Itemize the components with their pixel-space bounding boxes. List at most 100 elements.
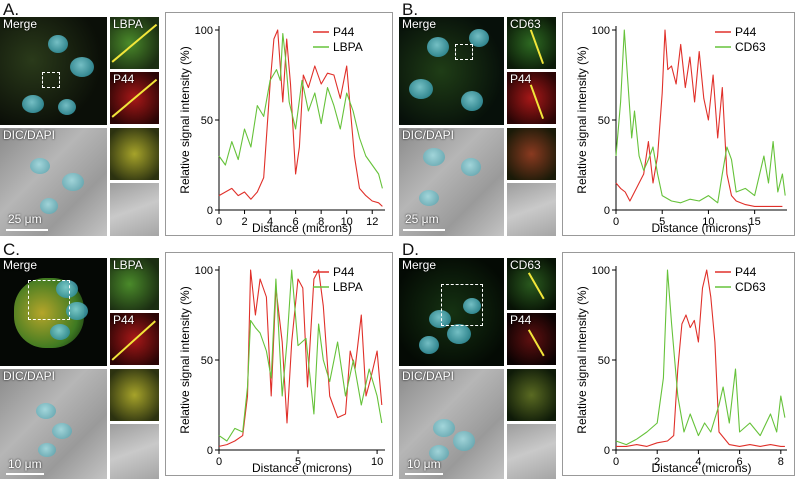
chart-d: 0 50 100 0 2 4 6 8 Distance (microns) Relative si… [562,252,795,476]
y-tick-label: 50 [598,355,610,367]
lbpa-label: LBPA [113,258,143,272]
x-tick-label: 0 [613,456,619,468]
merge-label: Merge [402,258,437,272]
x-tick-label: 0 [216,456,222,468]
y-tick-label: 100 [592,25,610,37]
scale-bar [6,473,44,475]
dic-dapi-image: DIC/DAPI 10 μm [399,369,504,479]
panel-letter: B. [402,0,419,19]
scale-label: 10 μm [8,457,42,471]
y-tick-label: 0 [207,445,213,457]
dic-dapi-image: DIC/DAPI 25 μm [0,128,107,236]
x-tick-label: 2 [654,456,660,468]
x-tick-label: 4 [267,216,273,228]
y-tick-label: 100 [195,25,213,37]
p44-label: P44 [113,313,135,327]
lbpa-label: LBPA [113,17,143,31]
p44-zoom-image: P44 [110,72,159,124]
chart-frame [562,12,795,236]
x-axis-label: Distance (microns) [252,461,352,475]
panel-letter: A. [3,0,20,19]
dic-dapi-image: DIC/DAPI 25 μm [399,128,504,236]
y-axis-label: Relative signal intensity (%) [178,286,192,433]
merge-image: Merge [399,17,504,125]
cd63-label: CD63 [510,258,541,272]
legend-label: LBPA [333,280,363,294]
y-tick-label: 0 [604,445,610,457]
merge-image: Merge [399,258,504,366]
x-tick-label: 5 [659,216,665,228]
y-tick-label: 50 [201,355,213,367]
series-line-p44 [218,29,383,207]
x-tick-label: 2 [241,216,247,228]
merge-zoom-image [507,369,556,421]
series-line-lbpa [218,33,383,189]
dic-zoom-image [507,183,556,236]
dic-dapi-label: DIC/DAPI [3,128,56,142]
scale-label: 25 μm [8,212,42,226]
lbpa-zoom-image: LBPA [110,17,159,69]
x-tick-label: 10 [371,456,383,468]
y-axis-label: Relative signal intensity (%) [575,46,589,193]
x-tick-label: 0 [613,216,619,228]
merge-label: Merge [3,258,38,272]
scale-bar [6,229,48,231]
legend-label: P44 [735,265,757,279]
legend-label: P44 [735,25,757,39]
scale-bar [403,229,445,231]
x-tick-label: 4 [695,456,701,468]
chart-frame [165,252,393,476]
x-tick-label: 0 [216,216,222,228]
series-line-lbpa [218,269,383,442]
series-line-cd63 [615,29,786,204]
x-tick-label: 12 [366,216,378,228]
x-tick-label: 8 [318,216,324,228]
legend-label: P44 [333,25,355,39]
y-tick-label: 50 [201,115,213,127]
y-tick-label: 0 [604,205,610,217]
y-tick-label: 100 [195,265,213,277]
p44-label: P44 [113,72,135,86]
merge-image: Merge [0,17,107,125]
series-line-p44 [615,29,783,207]
y-tick-label: 0 [207,205,213,217]
x-tick-label: 6 [293,216,299,228]
y-tick-label: 50 [598,115,610,127]
scale-label: 10 μm [407,457,441,471]
dic-dapi-label: DIC/DAPI [402,369,455,383]
y-axis-label: Relative signal intensity (%) [178,46,192,193]
cd63-zoom-image: CD63 [507,17,556,69]
y-tick-label: 100 [592,265,610,277]
p44-zoom-image: P44 [507,313,556,365]
merge-zoom-image [507,128,556,180]
p44-label: P44 [510,313,532,327]
merge-zoom-image [110,369,159,421]
legend-label: CD63 [735,280,766,294]
panel-letter: C. [3,240,20,259]
x-axis-label: Distance (microns) [651,461,751,475]
dic-dapi-image: DIC/DAPI 10 μm [0,369,107,479]
x-axis-label: Distance (microns) [651,221,751,235]
y-axis-label: Relative signal intensity (%) [575,286,589,433]
x-tick-label: 8 [778,456,784,468]
lbpa-zoom-image: LBPA [110,258,159,310]
dic-zoom-image [110,424,159,479]
chart-c: 0 50 100 0 5 10 Distance (microns) Relative sig… [165,252,393,476]
merge-label: Merge [402,17,437,31]
p44-zoom-image: P44 [110,313,159,365]
series-line-p44 [616,269,785,447]
merge-label: Merge [3,17,38,31]
dic-zoom-image [507,424,556,479]
dic-dapi-label: DIC/DAPI [402,128,455,142]
p44-label: P44 [510,72,532,86]
x-axis-label: Distance (microns) [252,221,352,235]
p44-zoom-image: P44 [507,72,556,124]
legend-label: P44 [333,265,355,279]
panel-letter: D. [402,240,419,259]
legend-label: CD63 [735,40,766,54]
series-line-p44 [218,269,383,447]
dic-zoom-image [110,183,159,236]
x-tick-label: 6 [737,456,743,468]
chart-a: 0 50 100 0 2 4 6 8 10 12 Distance (microns) Relativ… [165,12,393,236]
